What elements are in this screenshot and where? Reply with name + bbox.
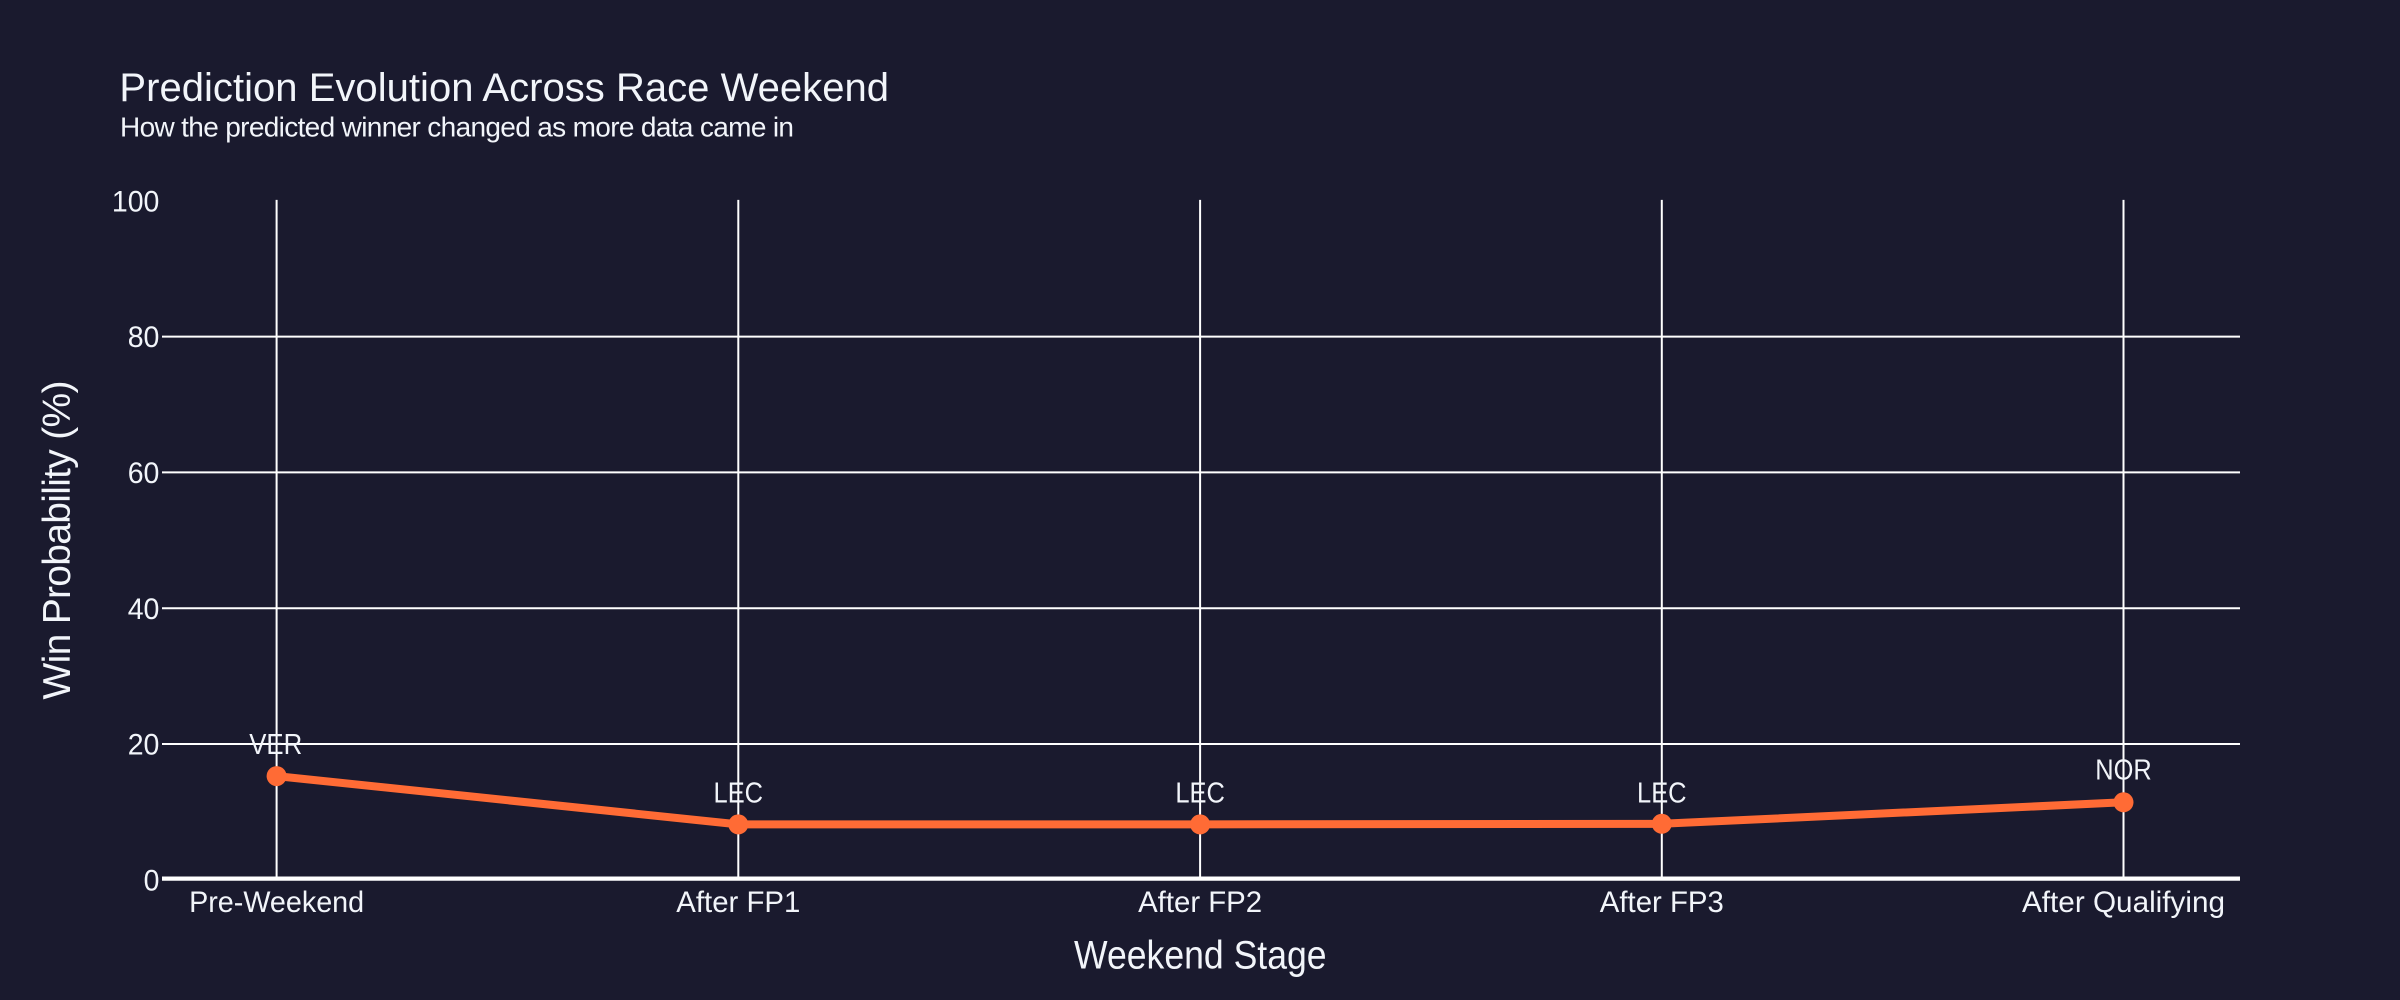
svg-text:80: 80 <box>128 321 160 354</box>
svg-text:20: 20 <box>128 729 160 762</box>
svg-text:After FP3: After FP3 <box>1600 886 1724 919</box>
svg-text:How the predicted winner chang: How the predicted winner changed as more… <box>120 112 794 143</box>
svg-text:40: 40 <box>128 593 160 626</box>
svg-text:After FP2: After FP2 <box>1138 886 1262 919</box>
svg-text:Prediction Evolution Across Ra: Prediction Evolution Across Race Weekend <box>119 66 889 110</box>
svg-text:100: 100 <box>112 185 160 218</box>
svg-text:LEC: LEC <box>1175 777 1225 809</box>
svg-text:Win Probability (%): Win Probability (%) <box>36 381 79 700</box>
svg-text:After FP1: After FP1 <box>676 886 800 919</box>
svg-text:0: 0 <box>144 864 160 897</box>
svg-text:NOR: NOR <box>2095 755 2152 787</box>
svg-text:After Qualifying: After Qualifying <box>2022 886 2225 919</box>
svg-text:VER: VER <box>249 729 302 761</box>
svg-text:60: 60 <box>128 457 160 490</box>
svg-text:Weekend Stage: Weekend Stage <box>1074 934 1327 978</box>
svg-text:LEC: LEC <box>714 777 764 809</box>
svg-text:LEC: LEC <box>1637 777 1687 809</box>
svg-text:Pre-Weekend: Pre-Weekend <box>189 886 364 919</box>
